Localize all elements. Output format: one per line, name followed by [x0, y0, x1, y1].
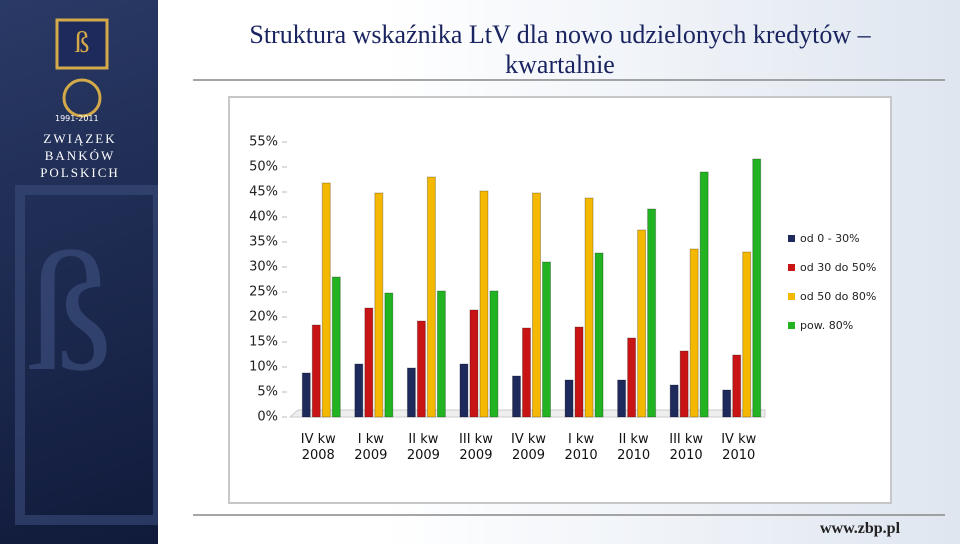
- bar: [627, 337, 637, 418]
- y-tick-label: 40%: [249, 210, 278, 225]
- x-tick-label: IV kw 2008: [300, 432, 336, 463]
- bar: [321, 182, 331, 418]
- bar: [699, 171, 709, 418]
- chart-title: Struktura wskaźnika LtV dla nowo udzielo…: [249, 20, 871, 79]
- bar: [522, 327, 531, 418]
- bar: [426, 176, 436, 418]
- y-tick-label: 5%: [257, 385, 278, 400]
- x-tick-label: II kw 2010: [617, 432, 651, 463]
- bar: [574, 326, 584, 418]
- footer-url: www.zbp.pl: [820, 520, 901, 537]
- bar: [679, 350, 689, 418]
- bar: [742, 251, 752, 418]
- bar: [384, 292, 394, 418]
- legend-marker: [788, 322, 795, 329]
- y-tick-label: 0%: [257, 410, 278, 425]
- y-tick-label: 35%: [249, 235, 278, 250]
- x-tick-label: IV kw 2009: [510, 432, 547, 463]
- bar: [722, 389, 732, 418]
- x-tick-label: IV kw 2010: [721, 432, 757, 463]
- anniversary: 1991-2011: [55, 114, 99, 123]
- legend-marker: [788, 235, 795, 242]
- legend-marker: [788, 264, 795, 271]
- bar: [489, 290, 499, 418]
- y-tick-label: 30%: [249, 260, 278, 275]
- y-tick-label: 45%: [249, 185, 278, 200]
- bar: [406, 367, 416, 418]
- y-tick-label: 20%: [249, 310, 278, 325]
- y-tick-label: 55%: [249, 135, 278, 150]
- bar: [416, 320, 426, 418]
- bar: [301, 372, 311, 418]
- x-tick-label: I kw 2009: [354, 432, 388, 463]
- bar: [584, 197, 594, 418]
- legend-label: od 50 do 80%: [800, 290, 876, 303]
- bar: [689, 248, 699, 418]
- bar: [647, 208, 657, 418]
- bar: [732, 354, 742, 418]
- y-tick-label: 15%: [249, 335, 278, 350]
- legend-label: od 30 do 50%: [800, 261, 876, 274]
- bar: [669, 384, 679, 418]
- legend-label: od 0 - 30%: [800, 232, 860, 245]
- x-tick-label: III kw 2010: [669, 432, 704, 463]
- bar: [459, 363, 469, 418]
- legend-marker: [788, 293, 795, 300]
- bar: [512, 375, 521, 418]
- bar: [436, 290, 446, 418]
- svg-text:ß: ß: [75, 26, 90, 59]
- bar: [564, 379, 574, 418]
- bar: [532, 192, 541, 418]
- logo-text: ZWIĄZEK BANKÓW POLSKICH: [40, 131, 120, 180]
- bar: [311, 324, 321, 418]
- bar: [469, 309, 479, 418]
- bar: [374, 192, 384, 418]
- y-tick-label: 10%: [249, 360, 278, 375]
- sidebar: ß ß: [0, 0, 158, 544]
- bar: [479, 190, 489, 418]
- y-tick-label: 50%: [249, 160, 278, 175]
- x-tick-label: II kw 2009: [406, 432, 440, 463]
- y-tick-label: 25%: [249, 285, 278, 300]
- bar: [364, 307, 374, 418]
- bar: [331, 276, 341, 418]
- bar: [637, 229, 647, 418]
- bar: [354, 363, 364, 418]
- svg-text:ß: ß: [28, 218, 113, 406]
- bar: [542, 261, 551, 418]
- bar: [594, 252, 604, 418]
- x-tick-label: III kw 2009: [459, 432, 493, 463]
- legend-label: pow. 80%: [800, 319, 853, 332]
- bar: [752, 158, 762, 418]
- logo-graphic: ß ß: [15, 18, 158, 525]
- bar: [617, 379, 627, 418]
- x-tick-label: I kw 2010: [564, 432, 598, 463]
